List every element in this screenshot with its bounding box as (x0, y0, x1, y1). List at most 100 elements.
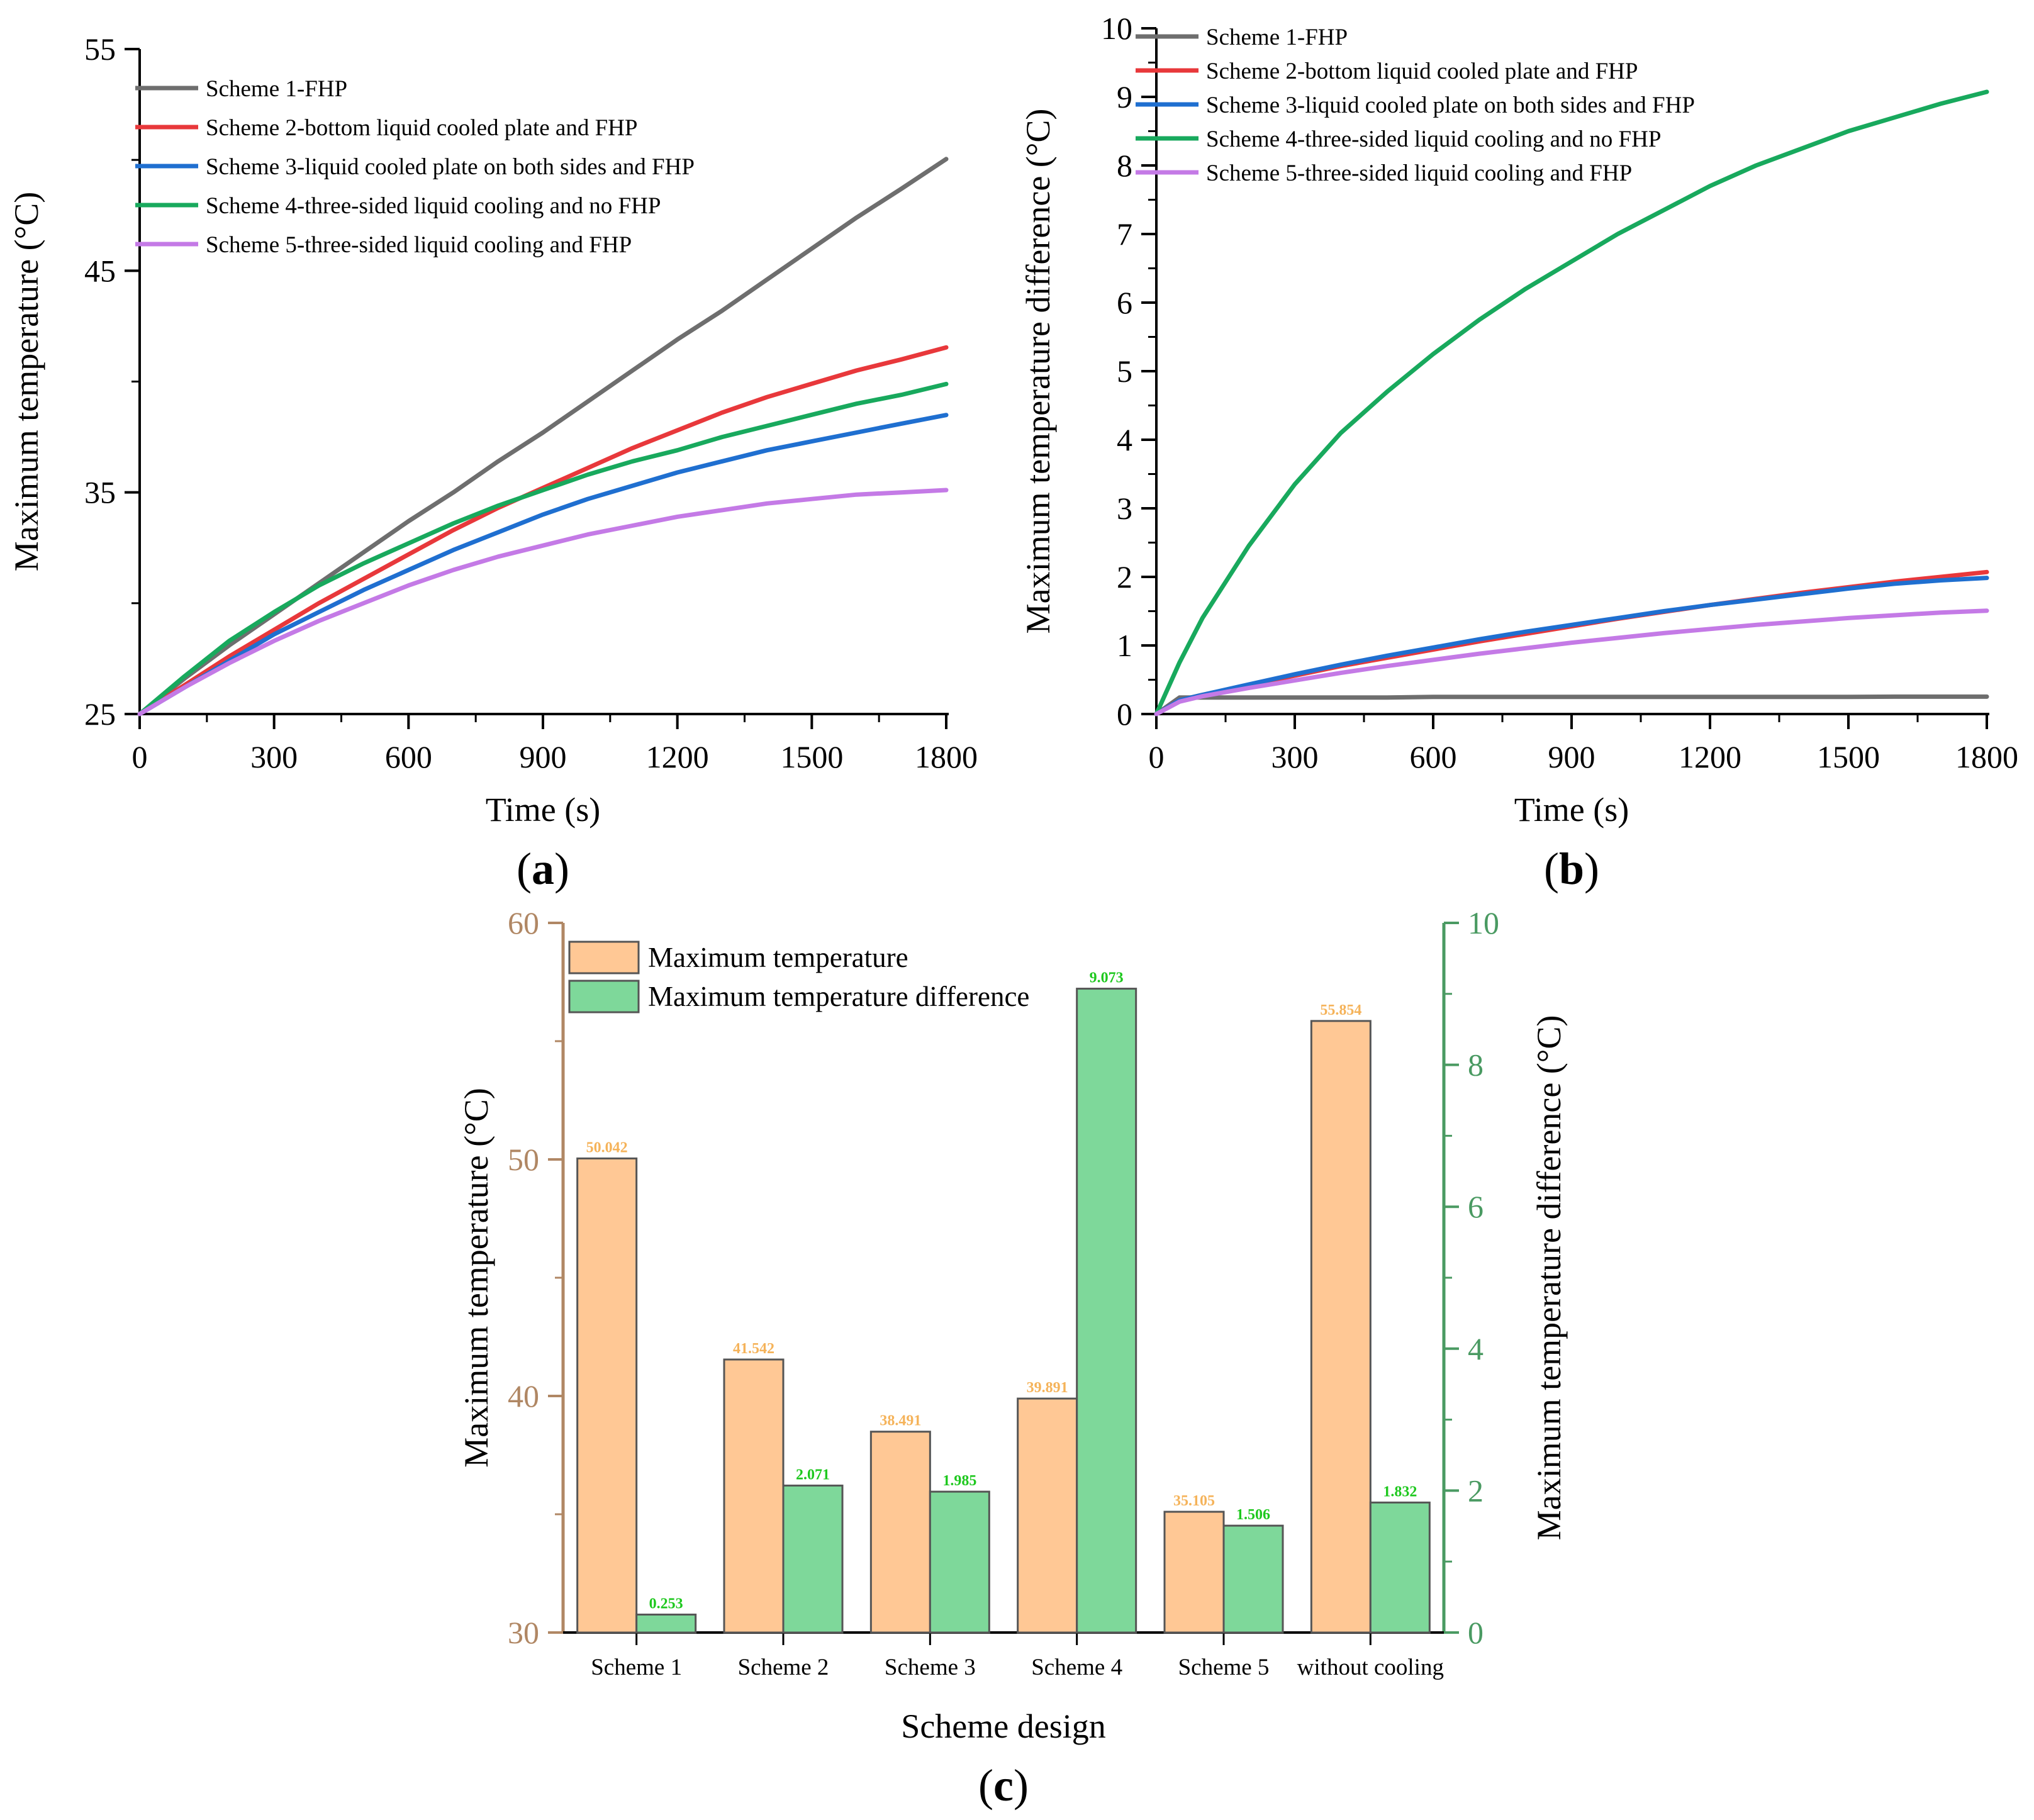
left-tick-label: 60 (508, 905, 539, 941)
x-tick-label: 1500 (1817, 739, 1880, 774)
category-label: Scheme 1 (591, 1655, 682, 1680)
x-tick-label: 600 (385, 739, 432, 774)
y-tick-label: 3 (1117, 491, 1132, 526)
left-tick-label: 40 (508, 1378, 539, 1414)
x-tick-label: 1800 (1955, 739, 2018, 774)
x-axis-title: Time (s) (486, 791, 601, 829)
legend-label: Maximum temperature difference (648, 981, 1029, 1012)
legend-label: Scheme 3-liquid cooled plate on both sid… (206, 154, 695, 180)
legend-label: Maximum temperature (648, 942, 908, 973)
x-tick-label: 1800 (915, 739, 978, 774)
x-tick-label: 300 (1271, 739, 1319, 774)
panel-label-paren-close: ) (1014, 1760, 1029, 1811)
x-axis-title: Scheme design (901, 1707, 1105, 1745)
panel-label-paren-open: ( (1544, 844, 1559, 894)
right-tick-label: 4 (1468, 1331, 1484, 1366)
y-tick-label: 5 (1117, 354, 1132, 389)
x-tick-label: 0 (1149, 739, 1165, 774)
bar-value-label: 35.105 (1173, 1493, 1215, 1509)
legend: Scheme 1-FHP Scheme 2-bottom liquid coole… (135, 76, 695, 258)
panel-label: (b) (1544, 844, 1599, 894)
legend: Scheme 1-FHP Scheme 2-bottom liquid coole… (1136, 25, 1695, 186)
y-tick-label: 25 (84, 696, 116, 732)
bar (782, 1484, 844, 1634)
panel-c: 30 40 50 60 0 2 4 6 8 10 Scheme 1 50.042 0.253 Scheme… (457, 905, 1568, 1811)
series-line (137, 345, 949, 717)
bar (576, 1157, 638, 1634)
x-tick-label: 1200 (646, 739, 709, 774)
legend-label: Scheme 4-three-sided liquid cooling and … (206, 193, 661, 219)
legend-label: Scheme 3-liquid cooled plate on both sid… (1206, 92, 1695, 118)
y-tick-label: 45 (84, 253, 116, 288)
panel-label-letter: b (1559, 844, 1584, 894)
y-tick-label: 4 (1117, 422, 1132, 457)
y-tick-label: 8 (1117, 148, 1132, 183)
bar-value-label: 9.073 (1090, 970, 1124, 986)
legend-swatch (568, 941, 640, 974)
panel-label: (a) (517, 844, 569, 894)
y-tick-label: 10 (1101, 11, 1132, 46)
series-line (137, 381, 949, 717)
series-line (1154, 89, 1989, 717)
legend-label: Scheme 4-three-sided liquid cooling and … (1206, 126, 1661, 152)
right-tick-label: 10 (1468, 905, 1499, 941)
series-line (137, 413, 949, 717)
x-tick-label: 600 (1410, 739, 1457, 774)
left-y-axis-title: Maximum temperature (°C) (457, 1088, 495, 1467)
y-tick-label: 55 (84, 31, 116, 67)
bar-value-label: 1.506 (1236, 1507, 1270, 1523)
y-tick-label: 2 (1117, 559, 1132, 595)
bar-value-label: 1.985 (942, 1473, 976, 1489)
y-tick-label: 35 (84, 475, 116, 510)
panel-a: 0 300 600 900 1200 1500 1800 25 35 45 55 Time (s) Ma… (8, 31, 978, 894)
legend-label: Scheme 5-three-sided liquid cooling and … (1206, 160, 1632, 186)
bar (1369, 1501, 1431, 1634)
x-tick-label: 300 (250, 739, 298, 774)
category-label: Scheme 3 (885, 1655, 976, 1680)
y-axis-title: Maximum temperature (°C) (8, 192, 45, 571)
x-tick-label: 1500 (780, 739, 843, 774)
y-axis-title: Maximum temperature difference (°C) (1019, 109, 1057, 634)
bar (1163, 1510, 1225, 1634)
category-label: Scheme 4 (1031, 1655, 1122, 1680)
bar-value-label: 1.832 (1383, 1483, 1417, 1500)
panel-label-paren-close: ) (554, 844, 569, 894)
bar-value-label: 39.891 (1027, 1380, 1068, 1396)
bar (723, 1358, 785, 1634)
panel-label-letter: a (532, 844, 554, 894)
series-line (1154, 694, 1989, 717)
left-tick-label: 50 (508, 1142, 539, 1177)
panel-label-letter: c (993, 1760, 1014, 1811)
left-tick-label: 30 (508, 1615, 539, 1650)
bar-value-label: 38.491 (880, 1413, 921, 1429)
x-tick-label: 0 (132, 739, 148, 774)
legend-swatch (568, 980, 640, 1013)
bar (1222, 1524, 1284, 1634)
legend-label: Scheme 2-bottom liquid cooled plate and … (1206, 59, 1638, 84)
bar-value-label: 41.542 (733, 1341, 774, 1357)
bar-value-label: 0.253 (649, 1595, 683, 1612)
category-label: without cooling (1297, 1655, 1444, 1680)
y-tick-label: 9 (1117, 79, 1132, 114)
series-line (1154, 576, 1989, 717)
right-tick-label: 2 (1468, 1473, 1484, 1508)
series-line (1154, 608, 1989, 717)
panel-b: 0 300 600 900 1200 1500 1800 0 1 2 3 4 5 6 7 8 9 10 Time (… (1019, 11, 2018, 894)
bar (635, 1613, 697, 1634)
bar (929, 1490, 990, 1634)
panel-label-paren-close: ) (1584, 844, 1599, 894)
legend-label: Scheme 1-FHP (1206, 25, 1348, 50)
x-tick-label: 1200 (1679, 739, 1741, 774)
x-axis-title: Time (s) (1514, 791, 1629, 829)
bar-value-label: 55.854 (1320, 1002, 1361, 1019)
y-tick-label: 1 (1117, 628, 1132, 663)
panel-label: (c) (978, 1760, 1029, 1811)
x-tick-label: 900 (520, 739, 567, 774)
bar (1310, 1020, 1372, 1634)
right-tick-label: 6 (1468, 1189, 1484, 1224)
category-label: Scheme 5 (1178, 1655, 1270, 1680)
legend-label: Scheme 1-FHP (206, 76, 347, 102)
y-tick-label: 0 (1117, 696, 1132, 732)
legend-label: Scheme 2-bottom liquid cooled plate and … (206, 115, 637, 141)
